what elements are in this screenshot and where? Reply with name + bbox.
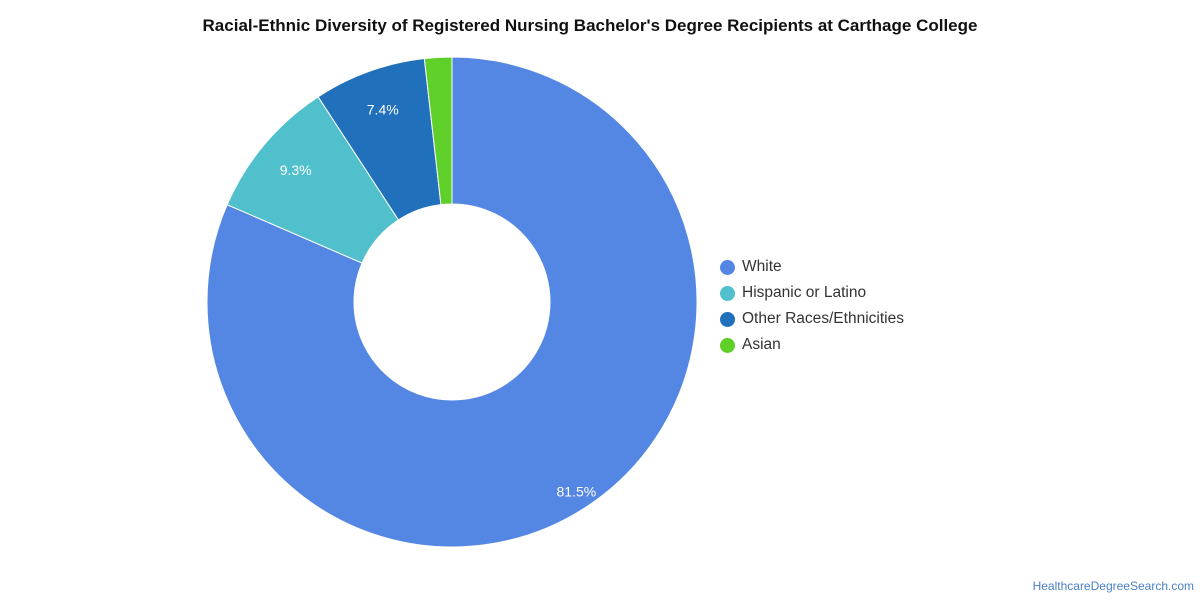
slice-data-label: 81.5% xyxy=(557,483,597,499)
legend-item-hispanic-or-latino[interactable]: Hispanic or Latino xyxy=(720,280,904,306)
legend-item-asian[interactable]: Asian xyxy=(720,332,904,358)
donut-slice-white[interactable] xyxy=(206,56,698,548)
legend-item-other-races[interactable]: Other Races/Ethnicities xyxy=(720,306,904,332)
slice-data-label: 9.3% xyxy=(280,162,312,178)
legend-swatch xyxy=(720,337,735,353)
legend-swatch xyxy=(720,311,735,327)
legend-label: Other Races/Ethnicities xyxy=(742,310,904,327)
slice-data-label: 7.4% xyxy=(367,102,399,118)
legend-label: White xyxy=(742,258,782,275)
legend-item-white[interactable]: White xyxy=(720,254,904,280)
legend-swatch xyxy=(720,285,735,301)
legend-label: Asian xyxy=(742,336,781,353)
chart-title: Racial-Ethnic Diversity of Registered Nu… xyxy=(202,16,978,35)
chart-legend: White Hispanic or Latino Other Races/Eth… xyxy=(720,254,904,358)
legend-swatch xyxy=(720,259,735,275)
donut-slice-asian[interactable] xyxy=(423,56,453,206)
source-link[interactable]: HealthcareDegreeSearch.com xyxy=(1032,579,1194,593)
legend-label: Hispanic or Latino xyxy=(742,284,867,301)
